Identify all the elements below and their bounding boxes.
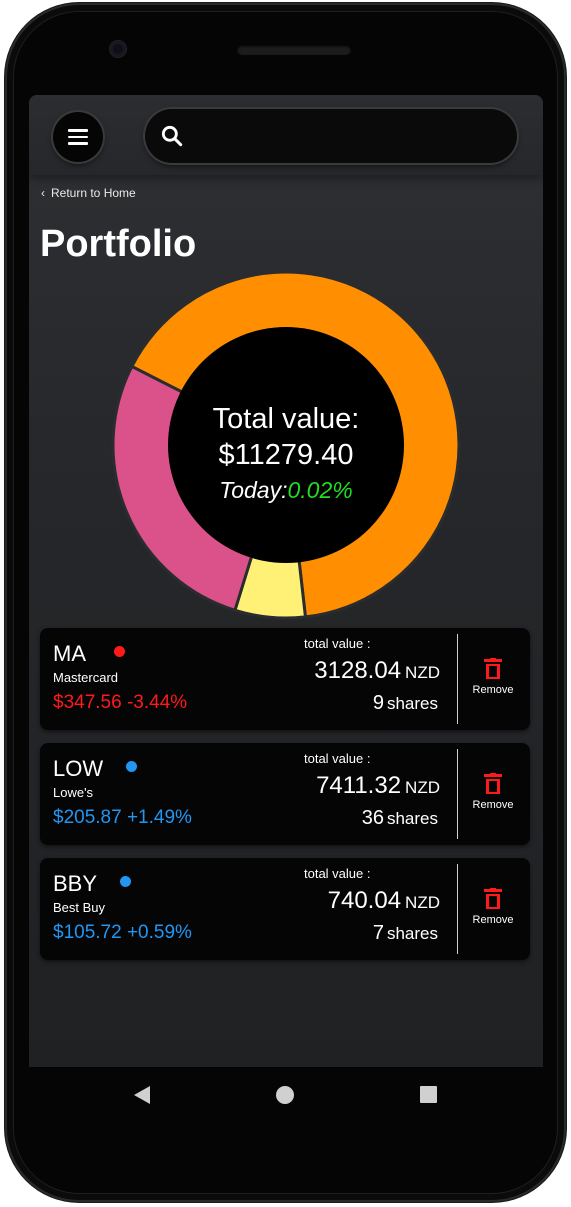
stock-color-dot — [126, 761, 137, 772]
stock-currency: NZD — [405, 663, 440, 682]
stock-total-amount: 3128.04 — [314, 657, 402, 684]
return-home-label: Return to Home — [51, 186, 136, 200]
search-icon — [161, 125, 183, 147]
trash-icon — [484, 658, 502, 679]
remove-label: Remove — [472, 914, 514, 926]
today-label: Today: — [219, 477, 287, 503]
stock-color-dot — [120, 876, 131, 887]
return-home-link[interactable]: ‹ Return to Home — [41, 186, 136, 200]
stock-company: Lowe's — [53, 785, 94, 800]
remove-label: Remove — [472, 799, 514, 811]
menu-button[interactable] — [53, 112, 103, 162]
stock-total-value: 3128.04 NZD — [314, 657, 440, 685]
stock-total-value: 740.04 NZD — [328, 887, 440, 915]
stock-shares-count: 9 — [372, 692, 384, 714]
remove-button[interactable]: Remove — [468, 658, 518, 702]
stock-currency: NZD — [405, 778, 440, 797]
square-recent-icon[interactable] — [420, 1086, 437, 1103]
stock-card-low[interactable]: LOW Lowe's $205.87 +1.49% total value : … — [40, 743, 530, 845]
app-bar — [29, 95, 543, 175]
stock-shares-label: shares — [386, 809, 438, 828]
card-divider — [457, 634, 458, 724]
stock-price-change: $205.87 +1.49% — [53, 807, 192, 828]
stock-total-amount: 7411.32 — [316, 772, 402, 799]
remove-button[interactable]: Remove — [468, 888, 518, 932]
stock-total-label: total value : — [304, 866, 371, 881]
stock-color-dot — [114, 646, 125, 657]
remove-label: Remove — [472, 684, 514, 696]
stock-company: Best Buy — [53, 900, 106, 915]
stock-shares-count: 7 — [372, 922, 384, 944]
front-camera — [110, 41, 126, 57]
earpiece-speaker — [237, 45, 351, 55]
trash-icon — [484, 773, 502, 794]
stock-ticker: MA — [53, 641, 86, 666]
stock-total-label: total value : — [304, 751, 371, 766]
stock-shares: 36 shares — [362, 807, 438, 830]
stock-ticker: LOW — [53, 756, 104, 781]
total-value-label: Total value: — [213, 403, 360, 435]
chevron-left-icon: ‹ — [41, 186, 45, 200]
app-screen: ‹ Return to Home Portfolio Total value: $… — [29, 95, 543, 1067]
stock-total-amount: 740.04 — [327, 887, 402, 914]
triangle-back-icon[interactable] — [133, 1085, 151, 1105]
donut-center — [168, 327, 404, 563]
stock-card-ma[interactable]: MA Mastercard $347.56 -3.44% total value… — [40, 628, 530, 730]
stock-total-value: 7411.32 NZD — [316, 772, 440, 800]
stock-shares-label: shares — [386, 694, 438, 713]
card-divider — [457, 749, 458, 839]
menu-icon-line — [68, 135, 88, 139]
search-input[interactable] — [145, 109, 517, 163]
stock-company: Mastercard — [53, 670, 119, 685]
card-divider — [457, 864, 458, 954]
portfolio-donut-chart: Total value: $11279.40 Today:0.02% — [111, 270, 461, 620]
stock-currency: NZD — [405, 893, 440, 912]
stock-ticker: BBY — [53, 871, 98, 896]
circle-home-icon[interactable] — [276, 1086, 294, 1104]
stock-total-label: total value : — [304, 636, 371, 651]
stock-card-bby[interactable]: BBY Best Buy $105.72 +0.59% total value … — [40, 858, 530, 960]
android-nav-bar — [29, 1067, 543, 1122]
today-change-line: Today:0.02% — [219, 477, 352, 503]
remove-button[interactable]: Remove — [468, 773, 518, 817]
total-value-amount: $11279.40 — [219, 439, 354, 471]
page-title: Portfolio — [40, 223, 197, 265]
stock-shares-label: shares — [386, 924, 438, 943]
menu-icon-line — [68, 142, 88, 145]
menu-icon-line — [68, 129, 88, 132]
today-change-value: 0.02% — [287, 477, 352, 503]
stock-shares: 9 shares — [373, 692, 438, 715]
stock-shares-count: 36 — [361, 807, 384, 829]
stock-price-change: $105.72 +0.59% — [53, 922, 192, 943]
stock-shares: 7 shares — [373, 922, 438, 945]
stock-price-change: $347.56 -3.44% — [53, 692, 188, 713]
trash-icon — [484, 888, 502, 909]
